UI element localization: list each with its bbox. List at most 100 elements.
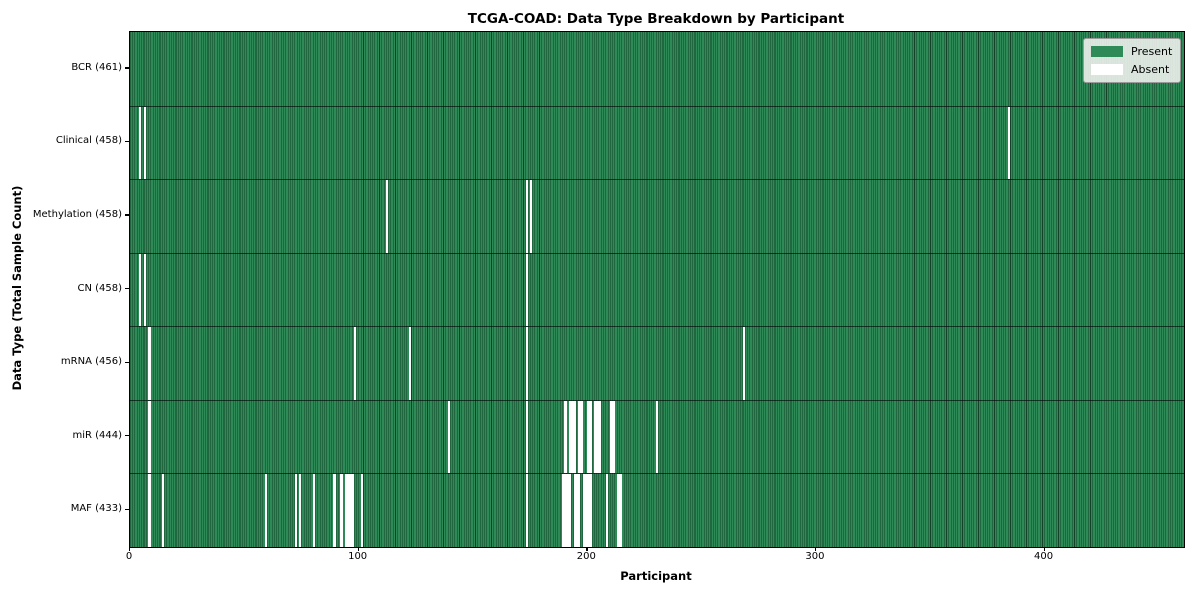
legend-entry-present: Present — [1091, 45, 1172, 58]
absent-stripe — [571, 400, 574, 474]
absent-stripe — [148, 400, 151, 474]
absent-stripe — [344, 474, 348, 547]
legend-patch-absent — [1091, 64, 1123, 75]
row-miR — [130, 399, 1184, 474]
ytick-mark — [125, 288, 129, 290]
row-Clinical — [130, 105, 1184, 180]
absent-stripe — [566, 474, 569, 547]
absent-stripe — [568, 400, 572, 474]
ytick-mark — [125, 140, 129, 143]
absent-stripe — [587, 474, 590, 547]
absent-stripe — [354, 327, 357, 400]
absent-stripe — [530, 180, 533, 253]
xtick-label-200: 200 — [576, 551, 596, 562]
absent-stripe — [564, 474, 567, 547]
absent-stripe — [349, 474, 352, 547]
absent-stripe — [594, 400, 597, 474]
ytick-label-Methylation: Methylation (458) — [32, 208, 122, 220]
absent-stripe — [589, 474, 592, 547]
absent-stripe — [294, 474, 297, 547]
legend-patch-present — [1091, 46, 1123, 57]
ytick-label-mRNA: mRNA (456) — [60, 356, 122, 368]
row-mRNA — [130, 326, 1184, 400]
row-Methylation — [130, 179, 1184, 253]
absent-stripe — [525, 474, 528, 547]
legend: Present Absent — [1083, 38, 1182, 83]
absent-stripe — [299, 474, 302, 547]
xtick-mark — [129, 547, 131, 551]
absent-stripe — [568, 474, 572, 547]
absent-stripe — [578, 400, 581, 474]
absent-stripe — [143, 106, 146, 180]
xtick-label-400: 400 — [1033, 551, 1054, 562]
absent-stripe — [564, 400, 567, 474]
absent-stripe — [573, 400, 576, 474]
xtick-mark — [814, 547, 817, 551]
absent-stripe — [386, 180, 389, 253]
chart-title: TCGA-COAD: Data Type Breakdown by Partic… — [467, 11, 845, 27]
absent-stripe — [596, 400, 599, 474]
absent-stripe — [333, 474, 336, 547]
row-BCR — [130, 32, 1184, 106]
xtick-mark — [1043, 547, 1045, 551]
absent-stripe — [616, 474, 620, 547]
absent-stripe — [619, 474, 622, 547]
absent-stripe — [610, 400, 613, 474]
ytick-label-miR: miR (444) — [72, 429, 122, 441]
absent-stripe — [1007, 106, 1011, 180]
absent-stripe — [347, 474, 350, 547]
plot-area — [129, 31, 1185, 548]
ytick-mark — [125, 508, 129, 510]
absent-stripe — [525, 180, 528, 253]
absent-stripe — [408, 327, 412, 400]
absent-stripe — [264, 474, 268, 547]
ytick-label-MAF: MAF (433) — [70, 503, 122, 515]
absent-stripe — [162, 474, 165, 547]
ytick-mark — [125, 67, 129, 69]
xtick-mark — [357, 547, 359, 551]
absent-stripe — [525, 253, 528, 327]
xtick-label-0: 0 — [125, 551, 133, 562]
absent-stripe — [143, 253, 146, 327]
ytick-label-BCR: BCR (461) — [71, 61, 122, 73]
xtick-label-100: 100 — [348, 551, 368, 562]
absent-stripe — [148, 327, 151, 400]
legend-label: Present — [1131, 45, 1173, 58]
absent-stripe — [148, 474, 151, 547]
absent-stripe — [742, 327, 746, 400]
x-axis-label: Participant — [620, 569, 692, 583]
ytick-mark — [125, 361, 129, 363]
absent-stripe — [351, 474, 355, 547]
absent-stripe — [562, 474, 565, 547]
legend-entry-absent: Absent — [1091, 63, 1172, 76]
absent-stripe — [578, 474, 581, 547]
absent-stripe — [589, 400, 592, 474]
absent-stripe — [612, 400, 615, 474]
row-MAF — [130, 473, 1184, 547]
absent-stripe — [573, 474, 576, 547]
absent-stripe — [312, 474, 316, 547]
ytick-label-CN: CN (458) — [77, 282, 122, 294]
absent-stripe — [447, 400, 451, 474]
absent-stripe — [525, 327, 528, 400]
absent-stripe — [655, 400, 659, 474]
absent-stripe — [587, 400, 590, 474]
ytick-label-Clinical: Clinical (458) — [55, 135, 122, 147]
absent-stripe — [575, 474, 579, 547]
absent-stripe — [582, 474, 585, 547]
absent-stripe — [525, 400, 528, 474]
absent-stripe — [584, 474, 588, 547]
ytick-mark — [125, 435, 129, 437]
xtick-label-300: 300 — [805, 551, 825, 562]
row-CN — [130, 252, 1184, 327]
ytick-mark — [125, 214, 129, 216]
absent-stripe — [360, 474, 364, 547]
absent-stripe — [139, 253, 142, 327]
absent-stripe — [598, 400, 601, 474]
absent-stripe — [580, 400, 583, 474]
absent-stripe — [340, 474, 343, 547]
absent-stripe — [139, 106, 142, 180]
absent-stripe — [605, 474, 608, 547]
legend-label: Absent — [1131, 63, 1170, 76]
